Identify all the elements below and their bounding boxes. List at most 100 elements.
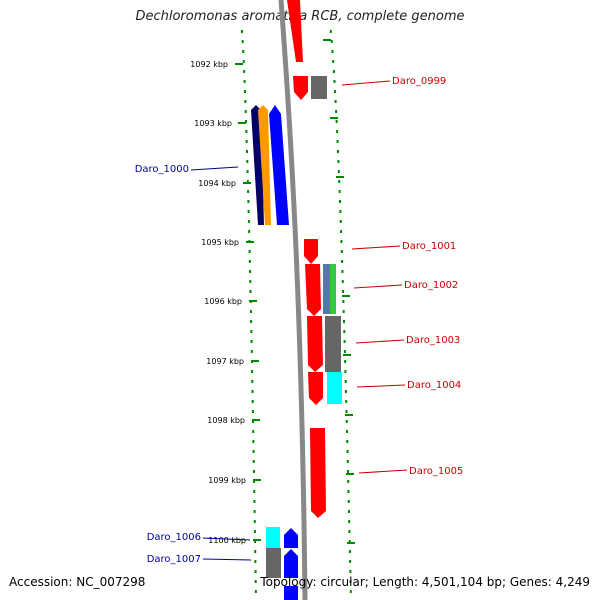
gc-dot bbox=[253, 490, 256, 493]
gene-daro-1006-cyan[interactable] bbox=[266, 527, 280, 548]
gc-dot bbox=[348, 530, 351, 533]
label-daro-1002[interactable]: Daro_1002 bbox=[353, 280, 458, 291]
gc-dot bbox=[252, 470, 255, 473]
gc-dot bbox=[339, 220, 342, 223]
gene-daro-1002[interactable] bbox=[305, 264, 321, 316]
gc-dot bbox=[345, 400, 348, 403]
gc-dot bbox=[251, 410, 254, 413]
tick-1100: 1100 kbp bbox=[208, 536, 261, 545]
gc-dot bbox=[346, 450, 349, 453]
gene-daro-1006-blue[interactable] bbox=[284, 528, 298, 548]
gc-dot bbox=[254, 540, 257, 543]
gc-dot bbox=[250, 330, 253, 333]
tick-label-1099: 1099 kbp bbox=[208, 476, 246, 485]
tick-label-1096: 1096 kbp bbox=[204, 297, 242, 306]
label-daro-1005[interactable]: Daro_1005 bbox=[358, 466, 463, 477]
gene-top-red[interactable] bbox=[287, 0, 303, 62]
label-daro-1007[interactable]: Daro_1007 bbox=[147, 554, 252, 565]
gc-dot bbox=[336, 130, 339, 133]
gc-dot bbox=[342, 300, 345, 303]
tick-1093: 1093 kbp bbox=[194, 119, 246, 128]
gene-daro-1003-gray[interactable] bbox=[325, 316, 341, 372]
gc-dot bbox=[248, 230, 251, 233]
gc-dot bbox=[251, 390, 254, 393]
gc-dot bbox=[245, 140, 248, 143]
label-daro-1001[interactable]: Daro_1001 bbox=[351, 241, 456, 252]
label-text-daro-0999: Daro_0999 bbox=[392, 76, 446, 87]
gene-daro-1004[interactable] bbox=[308, 372, 323, 405]
gene-daro-0999[interactable] bbox=[293, 76, 308, 100]
gc-dot bbox=[346, 440, 349, 443]
gene-daro-1007-blue[interactable] bbox=[284, 549, 298, 578]
gc-dot bbox=[251, 400, 254, 403]
gc-dot bbox=[336, 140, 339, 143]
gc-dot bbox=[347, 510, 350, 513]
gc-dot bbox=[343, 330, 346, 333]
gene-daro-1002-steel[interactable] bbox=[323, 264, 331, 314]
label-text-daro-1000: Daro_1000 bbox=[135, 164, 189, 175]
gc-dot bbox=[253, 520, 256, 523]
gc-dot bbox=[339, 200, 342, 203]
tick-label-1095: 1095 kbp bbox=[201, 238, 239, 247]
gc-dot bbox=[344, 390, 347, 393]
genome-backbone bbox=[278, 0, 308, 600]
gc-dot bbox=[247, 210, 250, 213]
label-daro-1006[interactable]: Daro_1006 bbox=[147, 532, 251, 543]
gc-dot bbox=[242, 60, 245, 63]
gc-dot bbox=[252, 430, 255, 433]
gc-dot bbox=[251, 370, 254, 373]
gene-daro-0999-gray[interactable] bbox=[311, 76, 327, 99]
label-text-daro-1005: Daro_1005 bbox=[409, 466, 463, 477]
gc-dot bbox=[249, 280, 252, 283]
gc-dot bbox=[245, 120, 248, 123]
gc-dot bbox=[343, 350, 346, 353]
gc-dot bbox=[331, 50, 334, 53]
label-text-daro-1001: Daro_1001 bbox=[402, 241, 456, 252]
right-gc-track bbox=[329, 30, 352, 593]
gc-dot bbox=[346, 430, 349, 433]
gc-dot bbox=[343, 340, 346, 343]
gene-daro-1000[interactable] bbox=[269, 105, 289, 225]
tick-1099: 1099 kbp bbox=[208, 476, 261, 485]
gc-dot bbox=[246, 150, 248, 153]
gc-dot bbox=[345, 420, 348, 423]
gene-daro-1000-cluster[interactable] bbox=[251, 105, 289, 225]
gc-dot bbox=[247, 220, 250, 223]
tick-1092: 1092 kbp bbox=[190, 60, 243, 69]
gc-dot bbox=[349, 570, 352, 573]
gc-dot bbox=[348, 540, 351, 543]
gc-dot bbox=[342, 320, 345, 323]
gc-dot bbox=[342, 310, 345, 313]
gene-daro-1001[interactable] bbox=[304, 239, 318, 264]
gc-dot bbox=[344, 370, 347, 373]
label-daro-1000[interactable]: Daro_1000 bbox=[135, 164, 239, 175]
tick-label-1094: 1094 kbp bbox=[198, 179, 236, 188]
label-daro-1003[interactable]: Daro_1003 bbox=[355, 335, 460, 346]
gc-dot bbox=[335, 120, 338, 123]
accession-text: Accession: NC_007298 bbox=[9, 575, 146, 589]
gene-daro-1003[interactable] bbox=[307, 316, 323, 372]
gene-daro-1005[interactable] bbox=[310, 428, 326, 518]
gc-dot bbox=[254, 550, 257, 553]
tick-1097: 1097 kbp bbox=[206, 357, 259, 366]
tick-1094: 1094 kbp bbox=[198, 179, 251, 188]
label-daro-0999[interactable]: Daro_0999 bbox=[341, 76, 446, 87]
gene-bottom-blue[interactable] bbox=[284, 586, 298, 600]
gc-dot bbox=[341, 260, 344, 263]
label-text-daro-1006: Daro_1006 bbox=[147, 532, 201, 543]
gene-daro-1004-cyan[interactable] bbox=[327, 372, 342, 404]
gc-dot bbox=[340, 240, 343, 243]
gc-dot bbox=[339, 210, 342, 213]
gc-dot bbox=[347, 470, 350, 473]
gc-dot bbox=[241, 40, 244, 43]
right-track-ticks bbox=[323, 39, 355, 544]
gc-dot bbox=[348, 550, 351, 553]
label-daro-1004[interactable]: Daro_1004 bbox=[356, 380, 461, 391]
gc-dot bbox=[334, 90, 337, 93]
gc-dot bbox=[249, 310, 252, 313]
topology-summary-text: Topology: circular; Length: 4,501,104 bp… bbox=[260, 575, 590, 589]
gene-daro-1002-green[interactable] bbox=[330, 264, 336, 314]
gene-daro-1007-gray[interactable] bbox=[266, 548, 281, 578]
gc-dot bbox=[337, 150, 339, 153]
